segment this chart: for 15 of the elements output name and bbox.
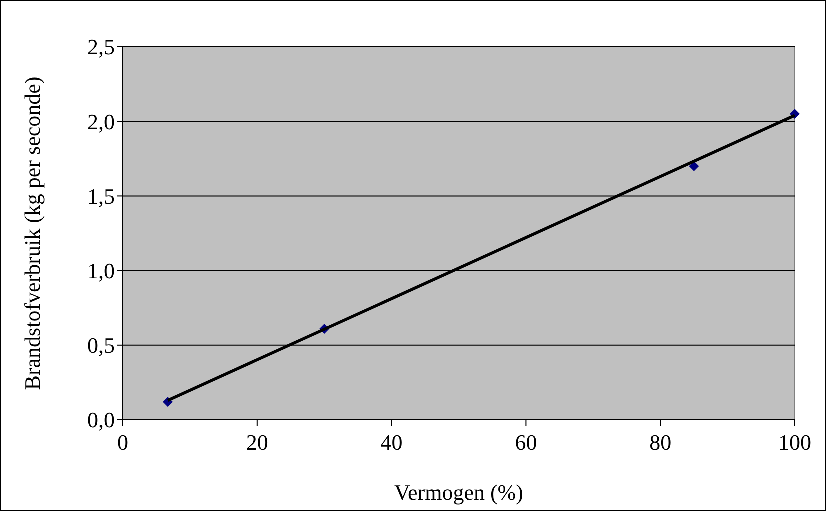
x-tick-label: 40 bbox=[380, 430, 403, 455]
y-tick-label: 2,0 bbox=[88, 109, 115, 134]
y-tick-label: 1,0 bbox=[88, 258, 115, 284]
y-tick-label: 0,0 bbox=[88, 408, 115, 433]
x-tick-label: 100 bbox=[778, 430, 812, 455]
x-tick-label: 60 bbox=[515, 430, 538, 455]
y-tick-label: 0,5 bbox=[88, 333, 115, 358]
y-tick-label: 2,5 bbox=[88, 34, 115, 60]
point bbox=[689, 161, 700, 172]
y-axis-title: Brandstofverbruik (kg per seconde) bbox=[20, 76, 45, 390]
x-tick-label: 20 bbox=[246, 430, 268, 455]
x-tick-label: 0 bbox=[118, 430, 128, 455]
y-tick-label: 1,5 bbox=[88, 184, 115, 209]
x-tick-label: 80 bbox=[650, 430, 672, 455]
x-axis-title: Vermogen (%) bbox=[394, 480, 524, 505]
